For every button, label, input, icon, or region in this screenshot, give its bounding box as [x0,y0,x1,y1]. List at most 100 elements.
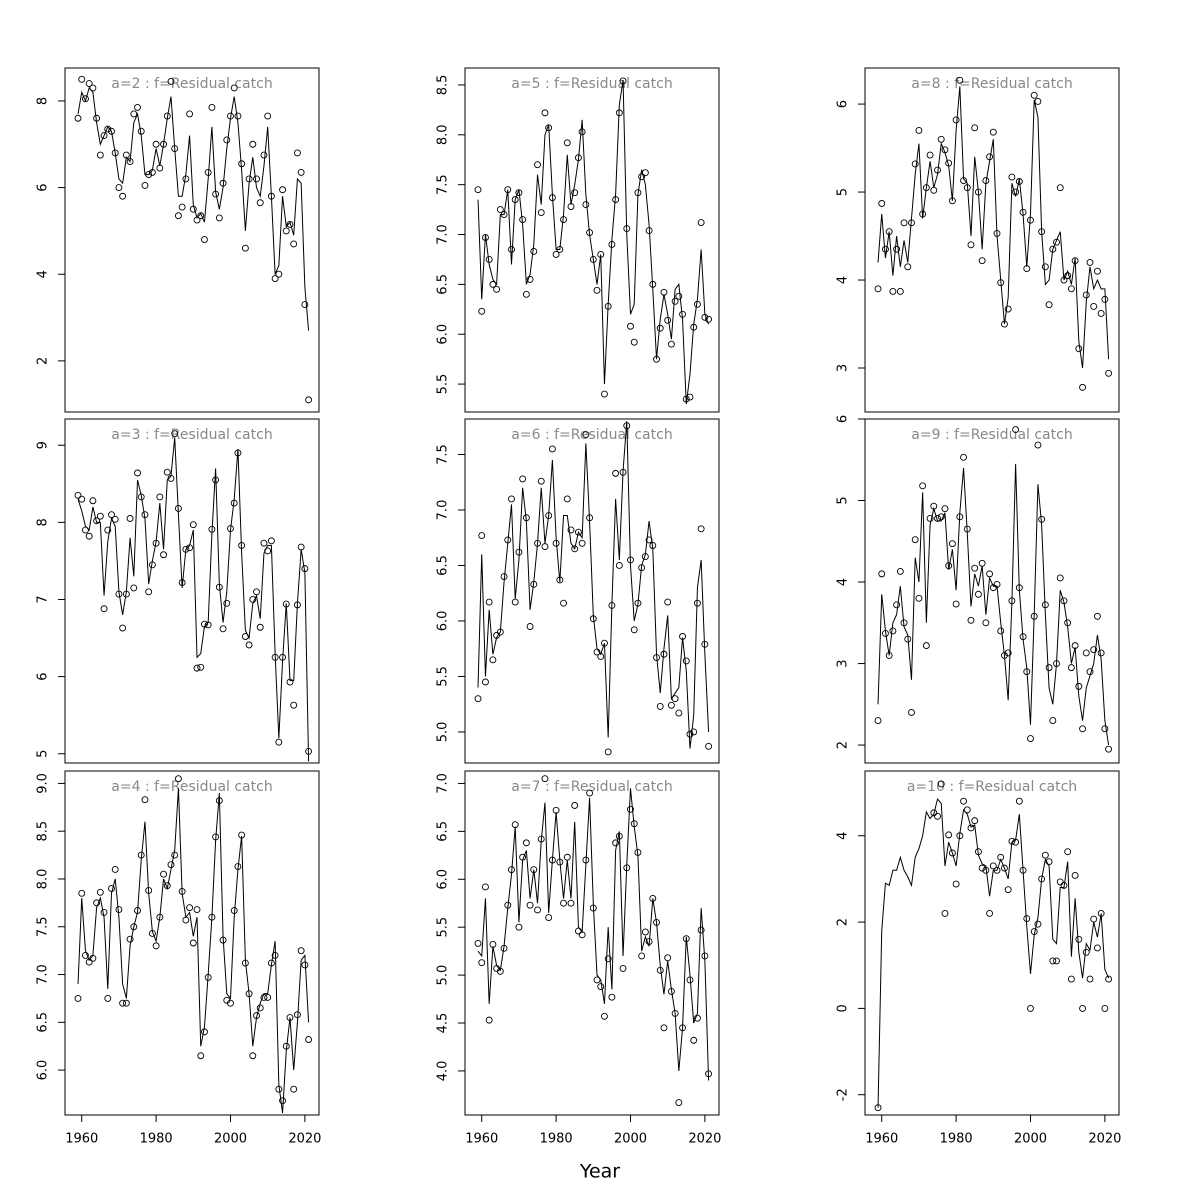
data-point [593,286,601,294]
x-tick-label: 2000 [1014,1132,1047,1147]
data-point [96,888,104,896]
data-point [519,475,527,483]
y-tick-label: 6 [36,183,51,191]
data-point [1071,872,1079,879]
data-point [930,186,938,194]
data-point [230,84,238,92]
data-point [893,601,901,609]
fitted-line [77,788,310,1114]
data-point [1067,975,1075,983]
data-point [193,664,201,672]
fitted-line [877,463,1110,746]
y-tick-label: 6.0 [436,611,451,632]
data-point [1056,184,1064,192]
data-point [1090,915,1098,923]
data-point [908,709,915,716]
data-point [893,245,901,253]
data-point [675,292,683,300]
fitted-line [477,788,710,1081]
data-point [485,1016,493,1024]
x-tick-label: 2020 [1088,1132,1121,1147]
data-point [223,136,231,144]
y-tick-label: 5 [36,750,51,758]
data-point [1093,944,1101,952]
data-point [1093,612,1101,620]
data-point [474,695,482,703]
plot-frame [464,67,720,413]
data-point [948,540,956,548]
data-point [967,616,975,624]
data-point [952,116,960,124]
data-point [115,184,123,192]
data-point [541,109,549,117]
y-tick-label: 5.5 [436,917,451,938]
data-point [638,952,646,960]
data-point [1097,649,1105,657]
y-tick-label: 9.0 [36,773,51,794]
data-point [671,297,679,305]
data-point [290,1085,298,1093]
data-point [1086,258,1094,266]
y-tick-label: 0 [836,1004,851,1012]
data-point [534,161,541,169]
y-tick-label: 6.0 [436,869,451,890]
data-point [208,103,216,111]
data-point [1064,848,1072,856]
data-point [496,206,504,214]
data-point [223,599,231,607]
data-point [548,445,556,453]
y-tick-label: 6 [836,100,851,108]
data-point [915,594,923,602]
data-point [686,730,694,738]
plot-frame [864,418,1120,764]
y-tick-label: 9 [36,441,51,449]
data-point [297,168,305,176]
y-tick-label: 5.5 [436,666,451,687]
data-point [571,802,579,809]
data-point [978,559,986,567]
data-point [967,824,975,832]
data-point [697,926,705,934]
data-point [279,1097,287,1105]
data-point [530,248,538,255]
data-point [1105,975,1113,983]
y-tick-label: 8.0 [36,869,51,890]
data-point [705,315,713,323]
data-point [264,112,272,120]
data-point [301,301,309,309]
fitted-line [877,86,1110,369]
data-point [1056,574,1064,582]
data-point [1082,649,1090,657]
y-tick-label: 6 [36,672,51,680]
data-point [256,623,264,631]
data-point [878,570,886,578]
data-point [249,140,257,148]
data-point [260,151,268,159]
data-point [78,495,86,503]
data-point [567,899,575,907]
data-point [705,742,713,750]
plot-frame [64,67,320,413]
plot-frame [64,418,320,764]
panel-title: a=9 : f=Residual catch [911,427,1072,443]
data-point [122,999,130,1007]
data-point [1001,864,1008,872]
data-point [508,495,515,503]
y-tick-label: 7 [36,595,51,603]
data-point [104,526,112,534]
data-point [574,528,582,536]
data-point [578,539,586,547]
y-tick-label: 6.0 [36,1060,51,1081]
data-point [74,994,82,1002]
data-point [508,246,515,253]
data-point [671,695,679,703]
data-point [96,151,104,159]
x-tick-label: 2020 [688,1132,721,1147]
data-point [1075,935,1083,943]
panel-title: a=8 : f=Residual catch [911,76,1072,92]
y-tick-label: 8.5 [436,75,451,96]
data-point [178,203,186,211]
data-point [552,251,560,258]
data-point [1027,735,1034,742]
data-point [130,110,138,118]
